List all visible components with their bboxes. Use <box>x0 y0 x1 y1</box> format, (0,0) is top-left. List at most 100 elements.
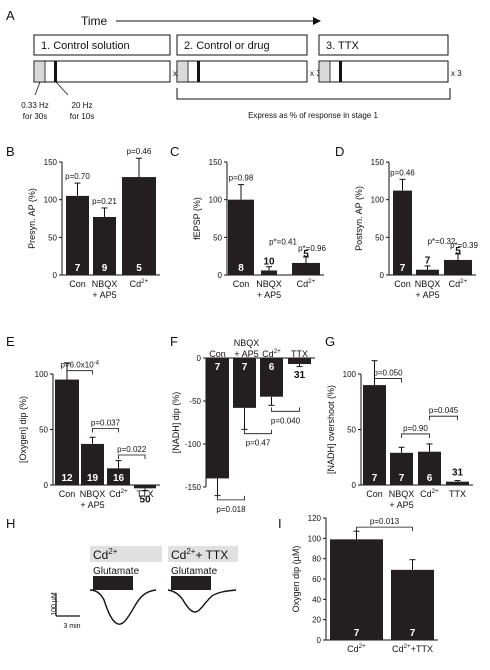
category-label: Con <box>366 489 383 499</box>
low-freq-stim-block <box>33 60 46 83</box>
n-label: 6 <box>427 473 433 484</box>
high-freq-stim-block <box>54 61 57 82</box>
bracket-p-value: p=0.022 <box>117 445 147 454</box>
n-label: 5 <box>136 263 142 274</box>
category-label-line2: + AP5 <box>257 290 281 300</box>
category-label: TTX <box>137 489 154 499</box>
y-tick-label: 0 <box>44 481 49 490</box>
timeline-title: Time <box>81 14 108 28</box>
bracket-p-value: p=0.050 <box>373 368 403 377</box>
y-tick-label: 50 <box>347 426 356 435</box>
y-tick-label: 0 <box>218 271 223 280</box>
p-value-label: p=0.46 <box>390 168 415 177</box>
category-label: Con <box>59 489 76 499</box>
bracket-note: Express as % of response in stage 1 <box>248 111 378 120</box>
n-label: 6 <box>269 362 275 373</box>
panel-label: A <box>6 8 15 23</box>
p-value-label: p*=0.41 <box>269 238 297 247</box>
bracket-p-value: p=0.040 <box>271 416 301 425</box>
y-axis-label: [NADH] overshoot (%) <box>326 385 336 474</box>
bracket-p-value: p=0.47 <box>246 439 271 448</box>
annotation-leader-low <box>34 81 41 96</box>
panel-label: H <box>6 516 15 531</box>
bar <box>93 216 116 275</box>
low-freq-stim-block <box>176 60 189 83</box>
bar <box>228 199 254 275</box>
bar <box>66 195 89 275</box>
scale-bar-x-label: 3 min <box>63 623 80 630</box>
bar <box>391 569 434 640</box>
y-tick-label: -100 <box>185 440 202 449</box>
n-label: 10 <box>263 256 275 267</box>
y-tick-label: -150 <box>185 483 202 492</box>
bar <box>134 485 156 489</box>
y-axis-label: [NADH] dip (%) <box>171 392 181 454</box>
y-axis-label: fEPSP (%) <box>192 197 202 240</box>
category-label-line2: + AP5 <box>389 500 413 510</box>
y-tick-label: 150 <box>371 158 385 167</box>
p-value-label: p*=0.32 <box>428 237 456 246</box>
y-tick-label: 0 <box>317 636 322 645</box>
category-label: Con <box>209 349 226 359</box>
comparison-bracket <box>118 454 146 460</box>
p-value-label: p*=0.39 <box>450 241 478 250</box>
bar <box>233 358 256 408</box>
glutamate-application-bar <box>171 576 211 590</box>
category-label: NBQX <box>92 279 118 289</box>
y-axis-label: Postsyn. AP (%) <box>354 186 364 251</box>
y-axis-label: Presyn. AP (%) <box>27 188 37 249</box>
bar <box>446 481 469 485</box>
category-label: Cd2++TTX <box>392 643 433 654</box>
trace-label: Cd2++ TTX <box>171 547 228 562</box>
comparison-bracket <box>356 526 413 532</box>
y-tick-label: 150 <box>44 158 58 167</box>
n-label: 31 <box>452 468 464 479</box>
trace-label-background <box>90 546 162 562</box>
low-freq-stim-block <box>318 60 331 83</box>
y-tick-label: 0 <box>53 271 58 280</box>
stage-label: 1. Control solution <box>41 40 130 52</box>
trace-label: Cd2+ <box>93 547 118 562</box>
n-label: 16 <box>113 473 125 484</box>
panel-label: F <box>170 334 178 349</box>
n-label: 7 <box>372 473 378 484</box>
bar <box>261 270 277 275</box>
n-label: 5 <box>455 246 461 257</box>
comparison-bracket <box>429 415 458 421</box>
category-label-line2: + AP5 <box>415 290 439 300</box>
glutamate-application-bar <box>93 576 133 590</box>
annotation-low-line1: 0.33 Hz <box>21 101 49 110</box>
y-tick-label: 0 <box>352 481 357 490</box>
panel-label: E <box>6 334 15 349</box>
n-label: 7 <box>75 263 81 274</box>
y-tick-label: 100 <box>44 196 58 205</box>
comparison-bracket <box>271 407 300 412</box>
category-label: Con <box>233 279 250 289</box>
bar <box>390 452 413 485</box>
bar <box>122 177 156 275</box>
bar <box>444 259 472 275</box>
panel-label: B <box>6 144 15 159</box>
category-label: NBQX <box>415 279 441 289</box>
n-label: 7 <box>410 628 416 639</box>
n-label: 12 <box>61 473 73 484</box>
comparison-bracket <box>244 429 272 435</box>
stage-header-box <box>176 34 308 56</box>
bracket <box>176 88 451 100</box>
y-tick-label: 0 <box>380 271 385 280</box>
y-tick-label: 20 <box>312 616 321 625</box>
scale-bar-y-label: 100 µM <box>51 592 58 616</box>
stage-header-box <box>318 34 449 56</box>
stage-timeline-box <box>176 60 308 83</box>
bar <box>393 190 412 275</box>
y-tick-label: 50 <box>48 233 57 242</box>
comparison-bracket <box>374 378 402 383</box>
panel-label: C <box>170 144 179 159</box>
y-tick-label: -50 <box>189 397 201 406</box>
y-tick-label: 0 <box>197 354 202 363</box>
category-label: TTX <box>449 489 466 499</box>
oxygen-trace <box>167 589 237 613</box>
y-tick-label: 100 <box>209 196 223 205</box>
bar <box>292 262 320 275</box>
